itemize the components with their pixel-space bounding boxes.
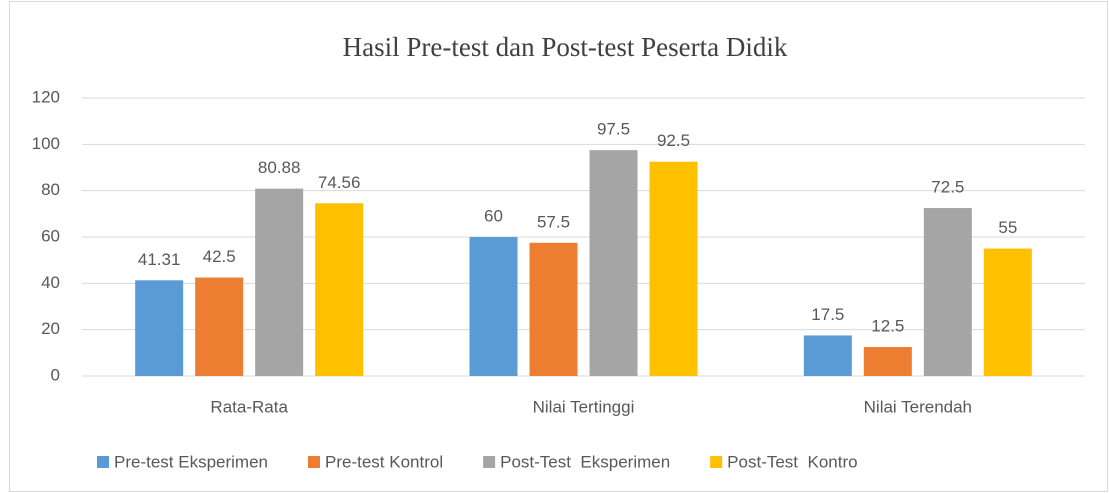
y-tick-label: 60 bbox=[41, 226, 60, 245]
legend-label: Pre-test Eksperimen bbox=[114, 452, 268, 471]
legend-swatch bbox=[308, 456, 320, 468]
data-label: 57.5 bbox=[537, 212, 570, 231]
y-tick-label: 100 bbox=[32, 134, 60, 153]
legend-swatch bbox=[97, 456, 109, 468]
legend-swatch bbox=[483, 456, 496, 468]
legend-label: Post-Test Kontro bbox=[727, 452, 857, 471]
y-tick-label: 80 bbox=[41, 180, 60, 199]
x-tick-label: Nilai Terendah bbox=[864, 397, 972, 416]
x-tick-label: Nilai Tertinggi bbox=[533, 397, 635, 416]
bar bbox=[195, 277, 244, 376]
data-label: 97.5 bbox=[597, 120, 630, 139]
bar bbox=[649, 161, 698, 376]
bar bbox=[315, 203, 364, 376]
bar bbox=[983, 248, 1032, 376]
data-label: 12.5 bbox=[871, 317, 904, 336]
chart-title: Hasil Pre-test dan Post-test Peserta Did… bbox=[343, 32, 788, 62]
bar bbox=[923, 208, 972, 376]
legend-label: Pre-test Kontrol bbox=[325, 452, 443, 471]
bar bbox=[589, 150, 638, 376]
bar bbox=[135, 280, 184, 376]
legend-swatch bbox=[710, 456, 723, 468]
data-label: 92.5 bbox=[657, 131, 690, 150]
data-label: 17.5 bbox=[811, 305, 844, 324]
data-label: 74.56 bbox=[318, 173, 361, 192]
data-label: 72.5 bbox=[931, 178, 964, 197]
data-label: 42.5 bbox=[203, 247, 236, 266]
bar bbox=[529, 242, 578, 376]
y-tick-label: 40 bbox=[41, 273, 60, 292]
data-label: 80.88 bbox=[258, 158, 301, 177]
data-label: 41.31 bbox=[138, 250, 181, 269]
data-label: 60 bbox=[484, 206, 503, 225]
legend-label: Post-Test Eksperimen bbox=[500, 452, 670, 471]
x-tick-label: Rata-Rata bbox=[210, 397, 288, 416]
bar bbox=[255, 188, 304, 376]
bar bbox=[803, 335, 852, 376]
y-tick-label: 20 bbox=[41, 319, 60, 338]
data-label: 55 bbox=[998, 218, 1017, 237]
y-tick-label: 0 bbox=[51, 365, 60, 384]
bar bbox=[469, 237, 518, 376]
bar bbox=[863, 347, 912, 376]
y-tick-label: 120 bbox=[32, 87, 60, 106]
